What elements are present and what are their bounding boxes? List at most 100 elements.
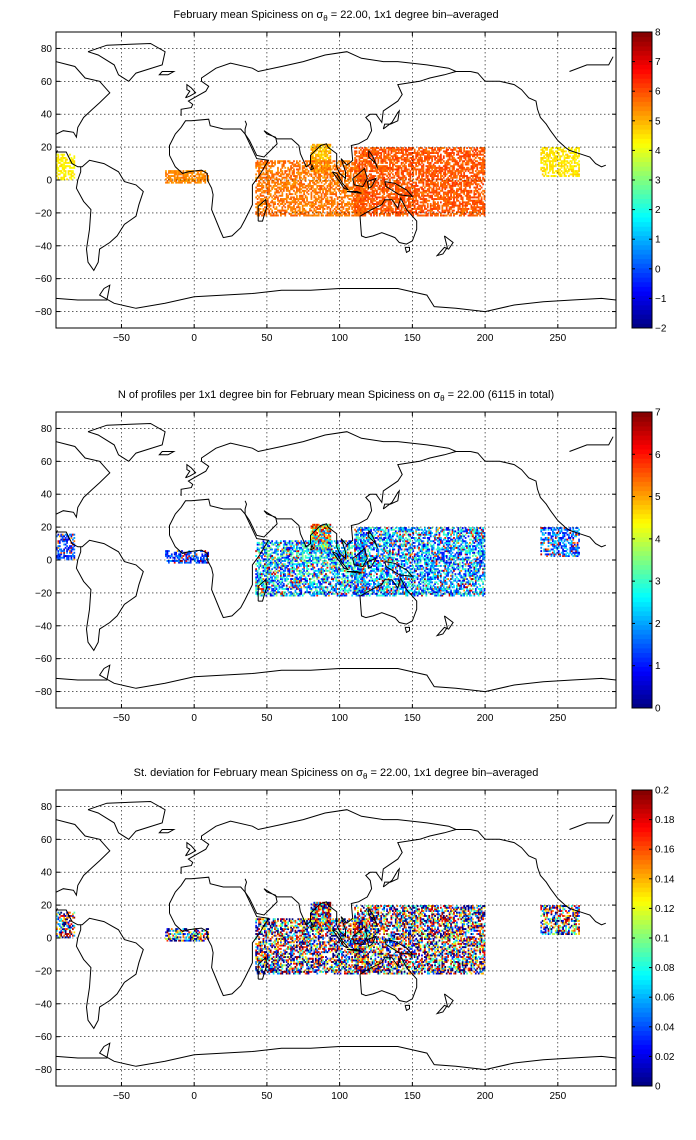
data-cell bbox=[290, 176, 292, 179]
data-cell bbox=[57, 158, 60, 161]
data-cell bbox=[354, 166, 356, 169]
data-cell bbox=[464, 207, 467, 210]
data-cell bbox=[479, 188, 482, 191]
data-cell bbox=[322, 204, 324, 207]
data-cell bbox=[472, 199, 474, 202]
data-cell bbox=[463, 150, 466, 153]
data-cell bbox=[346, 175, 349, 178]
data-cell bbox=[320, 163, 323, 166]
data-cell bbox=[572, 175, 575, 178]
data-cell bbox=[557, 170, 560, 173]
data-cell bbox=[383, 150, 386, 153]
data-cell bbox=[360, 181, 362, 184]
data-cell bbox=[402, 199, 404, 202]
data-cell bbox=[66, 178, 68, 181]
data-cell bbox=[296, 196, 298, 199]
data-cell bbox=[445, 150, 448, 153]
data-cell bbox=[360, 155, 362, 158]
data-cell bbox=[360, 160, 362, 163]
data-cell bbox=[355, 186, 358, 189]
data-cell bbox=[255, 173, 258, 176]
data-cell bbox=[294, 176, 297, 179]
colorbar-segment bbox=[632, 244, 652, 250]
data-cell bbox=[201, 178, 204, 181]
data-cell bbox=[349, 166, 352, 169]
data-cell bbox=[416, 199, 419, 202]
data-cell bbox=[288, 191, 291, 194]
data-cell bbox=[380, 155, 383, 158]
data-cell bbox=[355, 203, 358, 205]
data-cell bbox=[303, 212, 306, 215]
data-cell bbox=[258, 171, 260, 174]
data-cell bbox=[354, 207, 356, 210]
data-cell bbox=[362, 207, 365, 210]
data-cell bbox=[362, 166, 365, 169]
data-cell bbox=[380, 153, 383, 156]
data-cell bbox=[381, 188, 384, 191]
data-cell bbox=[348, 188, 351, 191]
data-cell bbox=[349, 180, 352, 182]
data-cell bbox=[360, 211, 362, 214]
data-cell bbox=[344, 211, 346, 214]
data-cell bbox=[346, 186, 349, 189]
data-cell bbox=[277, 160, 279, 163]
data-cell bbox=[268, 161, 271, 164]
data-cell bbox=[477, 153, 480, 156]
colorbar-segment bbox=[632, 69, 652, 75]
data-cell bbox=[418, 188, 420, 191]
data-cell bbox=[69, 551, 71, 554]
data-cell bbox=[306, 198, 308, 201]
data-cell bbox=[549, 161, 551, 164]
coastline bbox=[331, 171, 349, 191]
data-cell bbox=[451, 170, 454, 173]
data-cell bbox=[360, 156, 362, 159]
data-cell bbox=[293, 206, 295, 209]
data-cell bbox=[175, 171, 178, 174]
data-cell bbox=[298, 212, 301, 215]
data-cell bbox=[410, 165, 413, 168]
data-cell bbox=[440, 181, 442, 184]
data-cell bbox=[361, 161, 364, 164]
data-cell bbox=[317, 143, 320, 146]
data-cell bbox=[454, 148, 457, 151]
data-cell bbox=[287, 201, 290, 204]
data-cell bbox=[56, 153, 58, 156]
data-cell bbox=[447, 171, 450, 174]
data-cell bbox=[326, 166, 329, 169]
data-cell bbox=[431, 171, 434, 174]
data-cell bbox=[312, 206, 314, 209]
data-cell bbox=[437, 214, 439, 217]
data-cell bbox=[463, 209, 466, 212]
data-cell bbox=[282, 199, 285, 202]
data-cell bbox=[329, 152, 332, 154]
data-cell bbox=[559, 158, 562, 161]
data-cell bbox=[325, 158, 327, 161]
data-cell bbox=[309, 188, 311, 191]
data-cell bbox=[278, 178, 281, 181]
data-cell bbox=[357, 186, 359, 189]
data-cell bbox=[255, 176, 258, 179]
data-cell bbox=[301, 209, 304, 212]
data-cell bbox=[474, 156, 477, 159]
data-cell bbox=[280, 188, 282, 191]
data-cell bbox=[348, 181, 351, 184]
data-cell bbox=[326, 206, 329, 209]
data-cell bbox=[262, 199, 265, 202]
data-cell bbox=[453, 214, 455, 217]
data-cell bbox=[576, 161, 579, 164]
data-cell bbox=[466, 209, 468, 212]
data-cell bbox=[304, 189, 307, 192]
data-cell bbox=[384, 155, 387, 158]
data-cell bbox=[304, 203, 307, 205]
data-cell bbox=[358, 207, 361, 210]
data-cell bbox=[298, 188, 301, 191]
data-cell bbox=[476, 152, 479, 154]
data-cell bbox=[389, 207, 391, 210]
data-cell bbox=[428, 186, 431, 189]
colorbar-segment bbox=[632, 254, 652, 260]
data-cell bbox=[450, 148, 452, 151]
data-cell bbox=[552, 168, 554, 171]
data-cell bbox=[400, 166, 403, 169]
data-cell bbox=[284, 212, 287, 215]
data-cell bbox=[322, 209, 324, 212]
